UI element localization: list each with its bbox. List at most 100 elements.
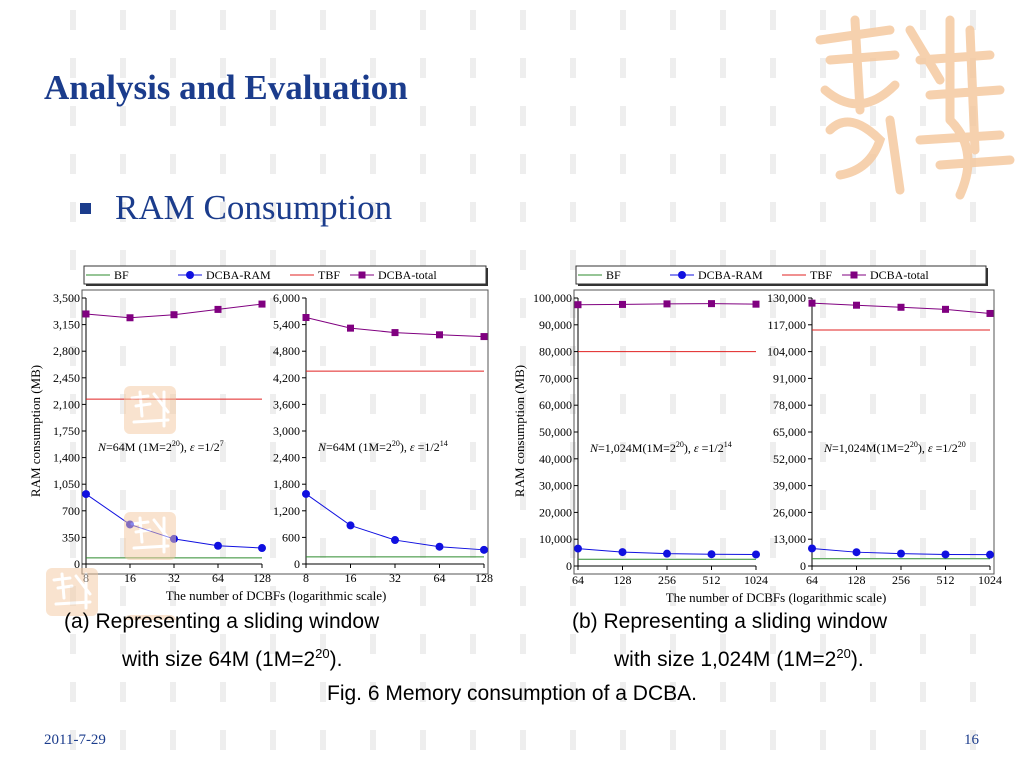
x-tick-label: 512 — [937, 573, 955, 587]
bg-dash — [270, 10, 276, 30]
y-tick-label: 3,500 — [53, 291, 80, 305]
panel-annotation: N=64M (1M=220), ε =1/214 — [317, 439, 448, 454]
bg-dash — [220, 682, 226, 702]
panel-annotation: N=1,024M(1M=220), ε =1/220 — [823, 440, 966, 455]
bg-dash — [70, 250, 76, 270]
bg-dash — [820, 730, 826, 750]
bg-dash — [420, 538, 426, 558]
bg-dash — [820, 10, 826, 30]
bg-dash — [170, 346, 176, 366]
data-point-dcba-ram — [752, 550, 760, 559]
x-tick-label: 1024 — [978, 573, 1002, 587]
seal-strokes — [130, 390, 170, 428]
bg-dash — [870, 538, 876, 558]
bg-dash — [370, 442, 376, 462]
data-point-dcba-total — [574, 301, 582, 309]
bg-dash — [970, 202, 976, 222]
data-point-dcba-total — [986, 309, 994, 317]
bg-dash — [170, 106, 176, 126]
bg-dash — [320, 298, 326, 318]
bg-dash — [220, 250, 226, 270]
bg-dash — [370, 58, 376, 78]
y-tick-label: 1,400 — [53, 451, 80, 465]
bg-dash — [70, 154, 76, 174]
bullet-item: RAM Consumption — [80, 188, 392, 228]
bg-dash — [720, 250, 726, 270]
bg-dash — [470, 730, 476, 750]
bg-dash — [720, 106, 726, 126]
data-point-dcba-ram — [707, 550, 716, 559]
bg-dash — [620, 298, 626, 318]
bg-dash — [320, 154, 326, 174]
bg-dash — [270, 250, 276, 270]
data-point-dcba-ram — [986, 550, 994, 559]
bg-dash — [970, 634, 976, 654]
bg-dash — [770, 202, 776, 222]
bg-dash — [470, 538, 476, 558]
bg-dash — [970, 538, 976, 558]
legend-marker — [186, 271, 194, 279]
y-tick-label: 5,400 — [273, 318, 300, 332]
bg-dash — [820, 538, 826, 558]
bg-dash — [270, 730, 276, 750]
bg-dash — [70, 346, 76, 366]
bg-dash — [120, 490, 126, 510]
data-point-dcba-total — [82, 310, 90, 318]
bg-dash — [520, 346, 526, 366]
bg-dash — [220, 154, 226, 174]
small-seal-icon — [124, 512, 176, 560]
bg-dash — [770, 538, 776, 558]
bg-dash — [370, 682, 376, 702]
bg-dash — [420, 682, 426, 702]
bg-dash — [820, 394, 826, 414]
bg-dash — [120, 730, 126, 750]
bg-dash — [770, 730, 776, 750]
bg-dash — [170, 634, 176, 654]
bg-dash — [370, 154, 376, 174]
bg-dash — [920, 682, 926, 702]
bg-dash — [770, 634, 776, 654]
bg-dash — [420, 490, 426, 510]
x-tick-label: 64 — [806, 573, 818, 587]
bg-dash — [570, 10, 576, 30]
bg-dash — [770, 682, 776, 702]
y-tick-label: 1,200 — [273, 504, 300, 518]
bg-dash — [770, 586, 776, 606]
bg-dash — [870, 394, 876, 414]
bg-dash — [920, 490, 926, 510]
chart-panel-4: 0 13,000 26,000 39,000 52,000 65,000 78,000 91,… — [767, 291, 1002, 587]
bg-dash — [570, 106, 576, 126]
bg-dash — [320, 634, 326, 654]
legend-label: BF — [606, 268, 621, 282]
bg-dash — [120, 298, 126, 318]
bg-dash — [670, 538, 676, 558]
bg-dash — [370, 586, 376, 606]
x-tick-label: 512 — [703, 573, 721, 587]
bg-dash — [520, 394, 526, 414]
bg-dash — [820, 586, 826, 606]
caption-b: (b) Representing a sliding window with s… — [572, 606, 887, 676]
bg-dash — [620, 490, 626, 510]
bg-dash — [670, 298, 676, 318]
bg-dash — [670, 346, 676, 366]
bg-dash — [820, 490, 826, 510]
data-point-dcba-ram — [435, 542, 444, 551]
bg-dash — [670, 586, 676, 606]
bg-dash — [170, 10, 176, 30]
x-tick-label: 64 — [434, 571, 446, 585]
legend-label: TBF — [810, 268, 832, 282]
y-tick-label: 4,200 — [273, 371, 300, 385]
bg-dash — [220, 586, 226, 606]
bg-dash — [270, 346, 276, 366]
bg-dash — [370, 298, 376, 318]
bg-dash — [470, 58, 476, 78]
bg-dash — [120, 250, 126, 270]
slide-title: Analysis and Evaluation — [44, 68, 408, 107]
bg-dash — [870, 586, 876, 606]
bg-dash — [770, 394, 776, 414]
bg-dash — [270, 106, 276, 126]
x-axis-label-a: The number of DCBFs (logarithmic scale) — [166, 588, 387, 603]
bg-dash — [270, 394, 276, 414]
bg-dash — [120, 202, 126, 222]
bg-dash — [620, 682, 626, 702]
